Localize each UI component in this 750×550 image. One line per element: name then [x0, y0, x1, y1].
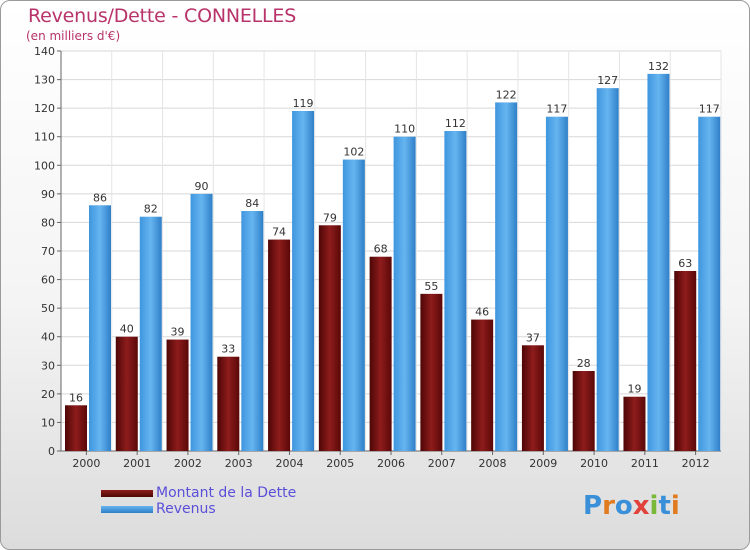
y-tick-label: 110 [34, 131, 55, 144]
bar-debt [268, 239, 291, 451]
data-label-debt: 33 [221, 343, 235, 356]
data-label-debt: 46 [475, 306, 489, 319]
chart-title: Revenus/Dette - CONNELLES [28, 5, 297, 27]
chart-subtitle: (en milliers d'€) [26, 29, 121, 43]
data-label-debt: 39 [171, 326, 185, 339]
x-tick-label: 2000 [72, 457, 100, 470]
x-tick-label: 2007 [428, 457, 456, 470]
x-tick-label: 2009 [529, 457, 557, 470]
data-label-revenue: 122 [496, 88, 517, 101]
x-tick-label: 2005 [326, 457, 354, 470]
y-tick-label: 50 [41, 302, 55, 315]
legend-label-debt: Montant de la Dette [156, 485, 297, 501]
y-tick-label: 120 [34, 102, 55, 115]
data-label-revenue: 127 [597, 74, 618, 87]
data-label-debt: 79 [323, 211, 337, 224]
bar-revenue [495, 102, 518, 451]
bar-debt [115, 336, 138, 451]
y-tick-label: 0 [48, 445, 55, 458]
data-label-debt: 55 [424, 280, 438, 293]
bar-debt [521, 345, 544, 451]
bar-revenue [393, 136, 416, 451]
data-label-revenue: 90 [195, 180, 209, 193]
data-label-debt: 37 [526, 331, 540, 344]
x-tick-label: 2012 [682, 457, 710, 470]
data-label-revenue: 82 [144, 203, 158, 216]
bar-revenue [139, 216, 162, 451]
y-tick-label: 80 [41, 216, 55, 229]
bar-revenue [545, 116, 568, 451]
bar-debt [420, 293, 443, 451]
data-label-revenue: 117 [546, 103, 567, 116]
x-tick-label: 2011 [631, 457, 659, 470]
data-label-revenue: 119 [293, 97, 314, 110]
data-label-debt: 68 [374, 243, 388, 256]
data-label-revenue: 86 [93, 191, 107, 204]
y-tick-label: 20 [41, 388, 55, 401]
y-tick-label: 40 [41, 331, 55, 344]
y-tick-label: 90 [41, 188, 55, 201]
x-tick-label: 2001 [123, 457, 151, 470]
data-label-debt: 63 [678, 257, 692, 270]
y-tick-label: 130 [34, 74, 55, 87]
bar-debt [217, 356, 240, 451]
bar-debt [318, 225, 341, 451]
x-tick-label: 2004 [275, 457, 303, 470]
bar-revenue [444, 131, 467, 451]
bar-debt [623, 396, 646, 451]
data-label-revenue: 102 [343, 146, 364, 159]
bar-revenue [190, 193, 213, 451]
bar-debt [471, 319, 494, 451]
x-tick-label: 2003 [225, 457, 253, 470]
data-label-debt: 74 [272, 226, 286, 239]
bar-revenue [342, 159, 365, 452]
bar-debt [572, 371, 595, 451]
x-tick-label: 2006 [377, 457, 405, 470]
bar-revenue [241, 211, 264, 451]
y-tick-label: 60 [41, 274, 55, 287]
data-label-revenue: 132 [648, 60, 669, 73]
y-tick-label: 140 [34, 45, 55, 58]
data-label-revenue: 110 [394, 123, 415, 136]
y-tick-label: 70 [41, 245, 55, 258]
data-label-revenue: 84 [245, 197, 259, 210]
bar-debt [674, 271, 697, 451]
legend-swatch-revenue [101, 506, 153, 513]
bar-revenue [89, 205, 111, 451]
x-tick-label: 2002 [174, 457, 202, 470]
x-tick-label: 2010 [580, 457, 608, 470]
data-label-debt: 16 [69, 391, 83, 404]
bar-revenue [292, 111, 315, 451]
data-label-debt: 19 [627, 383, 641, 396]
bar-revenue [698, 116, 721, 451]
bar-debt [166, 339, 189, 451]
data-label-revenue: 117 [699, 103, 720, 116]
bar-debt [369, 256, 392, 451]
y-tick-label: 10 [41, 416, 55, 429]
data-label-debt: 40 [120, 323, 134, 336]
x-tick-label: 2008 [479, 457, 507, 470]
y-tick-label: 30 [41, 359, 55, 372]
data-label-debt: 28 [577, 357, 591, 370]
y-tick-label: 100 [34, 159, 55, 172]
bar-debt [65, 405, 87, 451]
legend-label-revenue: Revenus [156, 501, 216, 517]
data-label-revenue: 112 [445, 117, 466, 130]
bar-revenue [647, 73, 670, 451]
bar-revenue [596, 88, 619, 452]
proxiti-logo: Proxiti [583, 491, 680, 521]
legend-swatch-debt [101, 490, 153, 497]
